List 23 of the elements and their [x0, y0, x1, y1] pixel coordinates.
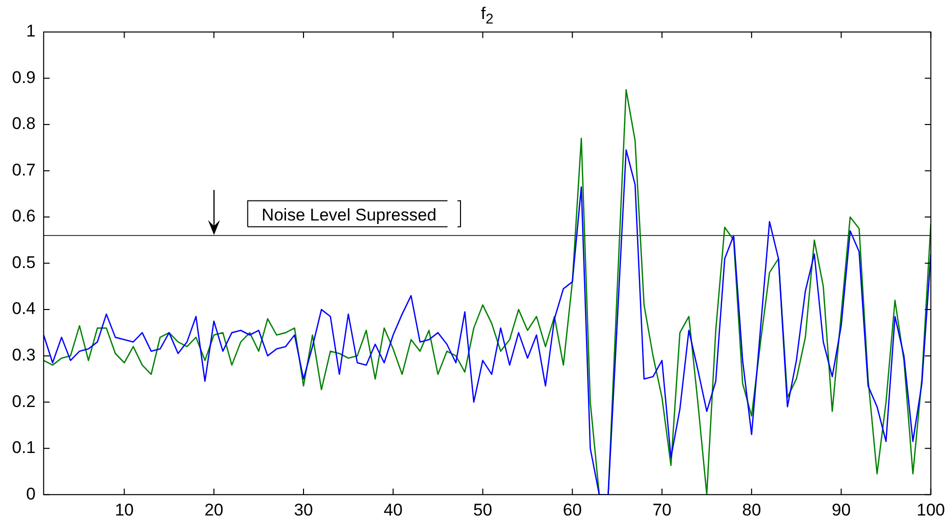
- y-tick-label: 0: [26, 484, 36, 504]
- x-tick-label: 30: [294, 500, 313, 520]
- x-tick-label: 40: [384, 500, 403, 520]
- y-tick-label: 0.7: [12, 160, 36, 180]
- annotation: Noise Level Supressed: [262, 205, 437, 224]
- y-tick-label: 0.9: [12, 68, 36, 87]
- x-tick-label: 20: [204, 500, 224, 520]
- y-tick-label: 0.1: [12, 438, 36, 458]
- x-tick-label: 70: [652, 500, 672, 520]
- x-tick-label: 50: [473, 500, 492, 520]
- x-tick-label: 100: [916, 500, 946, 520]
- y-tick-label: 0.5: [12, 252, 36, 272]
- y-tick-label: 0.2: [12, 392, 36, 411]
- y-tick-label: 0.3: [12, 346, 36, 365]
- y-tick-label: 0.4: [12, 299, 36, 318]
- y-tick-label: 0.6: [12, 206, 36, 226]
- x-tick-label: 90: [832, 500, 851, 520]
- x-tick-label: 60: [562, 500, 582, 520]
- x-tick-label: 10: [114, 500, 134, 520]
- y-tick-label: 0.8: [12, 114, 36, 134]
- chart-title: f$_{2}$: [480, 4, 495, 28]
- y-tick-label: 1: [26, 22, 36, 41]
- x-tick-label: 80: [742, 500, 762, 520]
